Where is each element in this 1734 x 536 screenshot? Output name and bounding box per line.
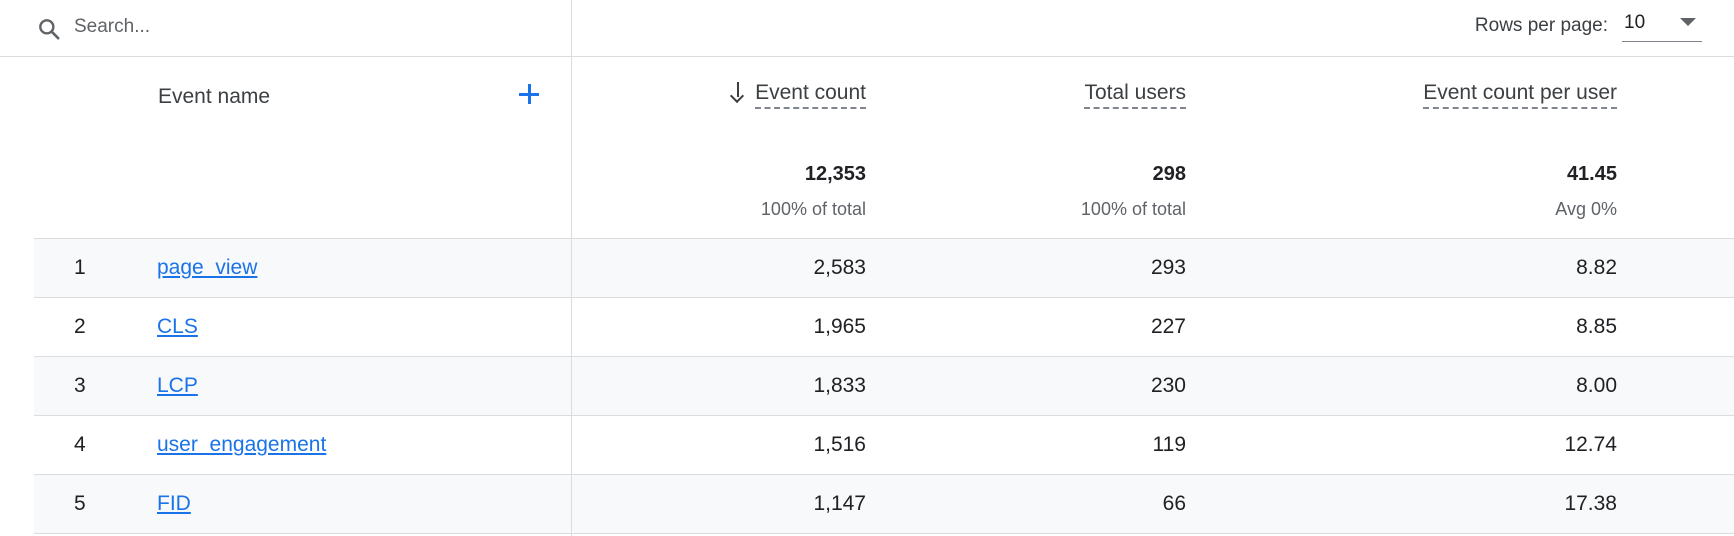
total-users: 298 — [1152, 163, 1186, 185]
event-count-cell: 1,147 — [813, 492, 866, 515]
column-header-event-name: Event name — [158, 85, 271, 108]
column-header-event-count-per-user[interactable]: Event count per user — [1423, 81, 1617, 109]
dimension-column-divider — [571, 57, 572, 536]
event-name-link[interactable]: page_view — [157, 256, 258, 279]
column-header-total-users-label[interactable]: Total users — [1084, 81, 1186, 109]
row-index: 3 — [74, 374, 86, 397]
total-users-cell: 119 — [1152, 433, 1186, 456]
event-count-cell: 2,583 — [813, 256, 866, 279]
event-name-link[interactable]: user_engagement — [157, 433, 327, 456]
total-users-cell: 293 — [1150, 256, 1186, 279]
event-name-link[interactable]: CLS — [157, 315, 198, 338]
event-count-cell: 1,965 — [813, 315, 866, 338]
column-header-event-count-label[interactable]: Event count — [755, 81, 866, 109]
search-icon — [39, 19, 60, 40]
table-row: 3 LCP 1,833 230 8.00 — [34, 357, 1734, 416]
search-input[interactable] — [74, 10, 534, 44]
event-name-link[interactable]: FID — [157, 492, 191, 515]
column-header-total-users[interactable]: Total users — [1084, 81, 1186, 109]
total-users-cell: 230 — [1150, 374, 1186, 397]
event-count-cell: 1,833 — [813, 374, 866, 397]
event-count-per-user-cell: 8.82 — [1576, 256, 1617, 279]
event-count-per-user-cell: 12.74 — [1564, 433, 1617, 456]
rows-per-page-value: 10 — [1624, 12, 1646, 33]
event-count-per-user-cell: 8.00 — [1576, 374, 1617, 397]
column-header-event-count-per-user-label[interactable]: Event count per user — [1423, 81, 1617, 109]
event-count-per-user-cell: 17.38 — [1564, 492, 1617, 515]
row-index: 1 — [74, 256, 86, 279]
table-header: Event name Event count Total users Event… — [34, 57, 1734, 239]
add-dimension-button[interactable] — [512, 77, 546, 111]
event-count-cell: 1,516 — [813, 433, 866, 456]
total-event-count-per-user: 41.45 — [1566, 163, 1617, 185]
event-name-link[interactable]: LCP — [157, 374, 198, 397]
total-users-cell: 227 — [1150, 315, 1186, 338]
column-header-event-count[interactable]: Event count — [731, 81, 866, 109]
total-event-count-percent: 100% of total — [760, 199, 866, 219]
table-row: 5 FID 1,147 66 17.38 — [34, 475, 1734, 534]
table-row: 1 page_view 2,583 293 8.82 — [34, 239, 1734, 298]
total-event-count-per-user-avg: Avg 0% — [1555, 199, 1617, 219]
table-body: 1 page_view 2,583 293 8.82 2 CLS 1,965 2… — [34, 239, 1734, 534]
total-event-count: 12,353 — [804, 163, 866, 185]
rows-per-page-select[interactable]: 10 — [1622, 6, 1702, 42]
table-row: 4 user_engagement 1,516 119 12.74 — [34, 416, 1734, 475]
rows-per-page-label: Rows per page: — [1474, 15, 1608, 36]
total-users-cell: 66 — [1162, 492, 1186, 515]
sort-descending-icon — [731, 81, 745, 101]
search-box[interactable] — [34, 0, 572, 56]
event-count-per-user-cell: 8.85 — [1576, 315, 1617, 338]
row-index: 2 — [74, 315, 86, 338]
total-users-percent: 100% of total — [1080, 199, 1186, 219]
row-index: 4 — [74, 433, 86, 456]
table-toolbar: Rows per page: 10 — [0, 0, 1734, 57]
table-row: 2 CLS 1,965 227 8.85 — [34, 298, 1734, 357]
chevron-down-icon — [1680, 18, 1696, 26]
row-index: 5 — [74, 492, 86, 515]
